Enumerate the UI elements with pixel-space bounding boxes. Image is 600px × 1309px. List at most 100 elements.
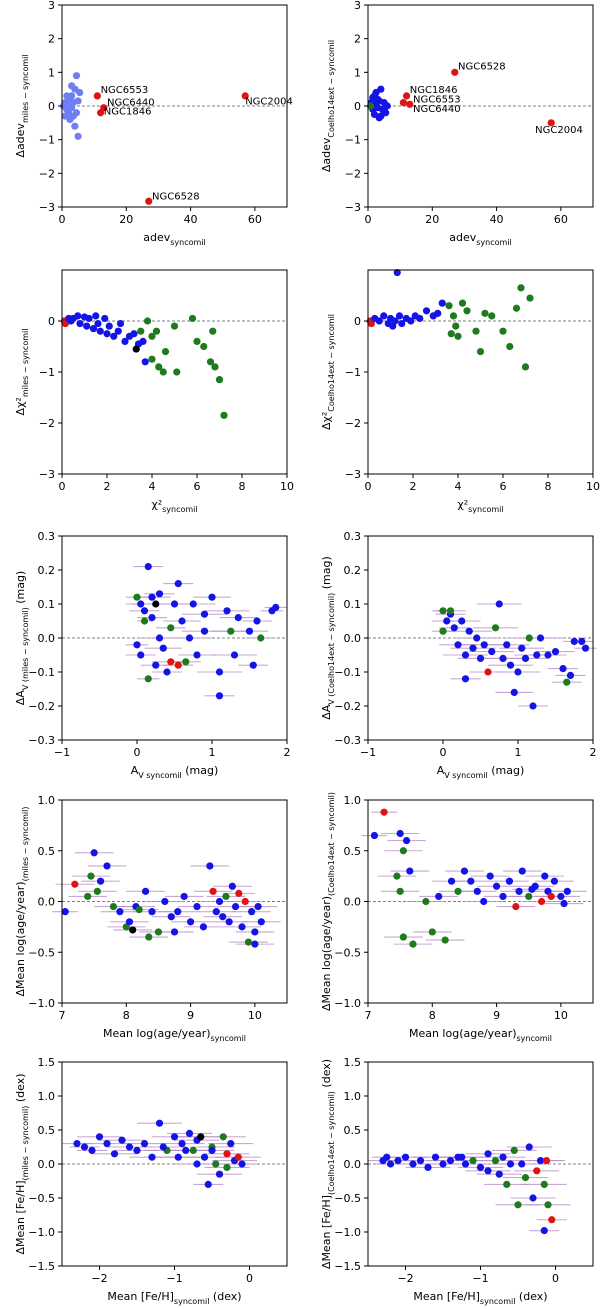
data-point bbox=[510, 688, 518, 697]
x-tick-label: 40 bbox=[184, 213, 198, 226]
data-point bbox=[452, 322, 460, 330]
data-point bbox=[71, 880, 79, 888]
y-tick-label: 3 bbox=[354, 0, 361, 12]
data-point bbox=[148, 908, 156, 916]
data-point bbox=[132, 345, 140, 353]
data-point bbox=[103, 1140, 111, 1148]
y-tick-label: −0.1 bbox=[28, 666, 55, 679]
data-point bbox=[144, 675, 152, 683]
data-point bbox=[170, 1133, 179, 1141]
point-annotation: NGC2004 bbox=[535, 125, 583, 136]
data-point bbox=[193, 902, 201, 911]
point-annotation: NGC6553 bbox=[101, 85, 149, 96]
data-point bbox=[406, 867, 414, 875]
data-point bbox=[61, 908, 69, 916]
data-point bbox=[389, 322, 397, 330]
data-point bbox=[193, 1160, 201, 1168]
data-point bbox=[84, 892, 92, 901]
data-point bbox=[105, 322, 113, 330]
y-tick-label: −0.3 bbox=[28, 734, 55, 747]
x-tick-label: 2 bbox=[590, 746, 597, 759]
x-axis-label-main: Mean [Fe/H] bbox=[107, 1290, 174, 1303]
data-point bbox=[163, 668, 171, 676]
data-point bbox=[393, 268, 401, 277]
point-annotation: NGC2004 bbox=[245, 96, 293, 107]
data-point bbox=[533, 651, 541, 659]
data-point bbox=[370, 831, 379, 840]
y-axis-label-main: ΔMean [Fe/H] bbox=[14, 1180, 27, 1254]
y-axis-label-main: ΔA bbox=[14, 690, 27, 706]
data-point bbox=[424, 1163, 432, 1171]
data-point bbox=[96, 109, 105, 117]
chart-age_coelho: 7 8 9 10 −1.0 −0.5 0.0 0.5 1.0 Mean log(age/year)… bbox=[320, 792, 594, 1043]
point-annotation: NGC6553 bbox=[413, 95, 461, 106]
data-point bbox=[140, 1140, 149, 1148]
data-point bbox=[461, 1160, 470, 1168]
data-point bbox=[491, 624, 500, 632]
data-point bbox=[551, 648, 560, 656]
data-point bbox=[559, 665, 567, 673]
data-point bbox=[521, 363, 530, 371]
x-tick-label: 0 bbox=[552, 1272, 559, 1285]
data-point bbox=[540, 1227, 548, 1235]
data-point bbox=[518, 867, 526, 875]
x-tick-label: 8 bbox=[123, 1009, 130, 1022]
data-point bbox=[375, 317, 383, 325]
y-tick-label: −2 bbox=[39, 167, 55, 180]
data-point bbox=[441, 936, 449, 944]
y-tick-label: −2 bbox=[345, 417, 361, 430]
data-point bbox=[495, 1170, 503, 1178]
data-point bbox=[407, 317, 415, 325]
y-tick-label: 0.5 bbox=[38, 1124, 56, 1137]
y-axis-label: Δadevmiles − syncomil bbox=[14, 54, 30, 157]
data-point bbox=[133, 641, 141, 649]
x-tick-label: 40 bbox=[490, 213, 504, 226]
data-point bbox=[238, 1160, 246, 1168]
data-point bbox=[514, 1201, 522, 1209]
data-point bbox=[223, 1150, 231, 1158]
data-point bbox=[230, 651, 239, 659]
y-tick-label: −0.2 bbox=[334, 700, 361, 713]
data-point bbox=[137, 327, 145, 335]
data-point bbox=[209, 327, 217, 335]
data-point bbox=[234, 614, 242, 622]
y-axis-label-sub: (Coelho14ext − syncomil) bbox=[327, 792, 336, 896]
data-point bbox=[174, 580, 182, 588]
data-point bbox=[180, 892, 188, 901]
x-axis-label-sub: syncomil bbox=[174, 1297, 210, 1306]
data-point bbox=[439, 1160, 447, 1168]
data-point bbox=[578, 637, 586, 646]
data-point bbox=[145, 197, 153, 205]
y-tick-label: 0.0 bbox=[38, 1158, 56, 1171]
data-point bbox=[227, 1140, 235, 1148]
data-point bbox=[499, 327, 507, 335]
y-tick-label: −1 bbox=[345, 366, 361, 379]
data-point bbox=[443, 617, 451, 625]
y-tick-label: 0.5 bbox=[344, 845, 362, 858]
data-point bbox=[225, 918, 233, 926]
data-point bbox=[461, 651, 470, 659]
data-point bbox=[155, 590, 164, 598]
data-point bbox=[399, 99, 407, 107]
y-axis-label: ΔMean [Fe/H](Coelho14ext − syncomil) (de… bbox=[320, 1059, 336, 1269]
data-point bbox=[170, 928, 179, 936]
data-point bbox=[116, 908, 124, 916]
data-point bbox=[451, 68, 459, 76]
data-point bbox=[215, 692, 224, 700]
data-point bbox=[454, 887, 462, 895]
data-point bbox=[90, 849, 98, 857]
chart-feh_miles: −2 −1 0 −1.5 −1.0 −0.5 0.0 0.5 1.0 1.5 Mean [Fe/H]… bbox=[14, 1056, 288, 1306]
data-point bbox=[560, 899, 568, 908]
data-point bbox=[238, 923, 246, 931]
y-tick-label: 0.5 bbox=[38, 845, 56, 858]
y-tick-label: 0 bbox=[354, 100, 361, 113]
data-point bbox=[512, 304, 521, 312]
data-point bbox=[399, 847, 407, 855]
data-point bbox=[101, 314, 109, 323]
y-axis-label-main: ΔMean [Fe/H] bbox=[320, 1195, 333, 1269]
x-axis-label: AV syncomil (mag) bbox=[437, 764, 525, 780]
data-point bbox=[476, 654, 485, 663]
data-point bbox=[396, 829, 404, 838]
data-point bbox=[481, 309, 489, 317]
